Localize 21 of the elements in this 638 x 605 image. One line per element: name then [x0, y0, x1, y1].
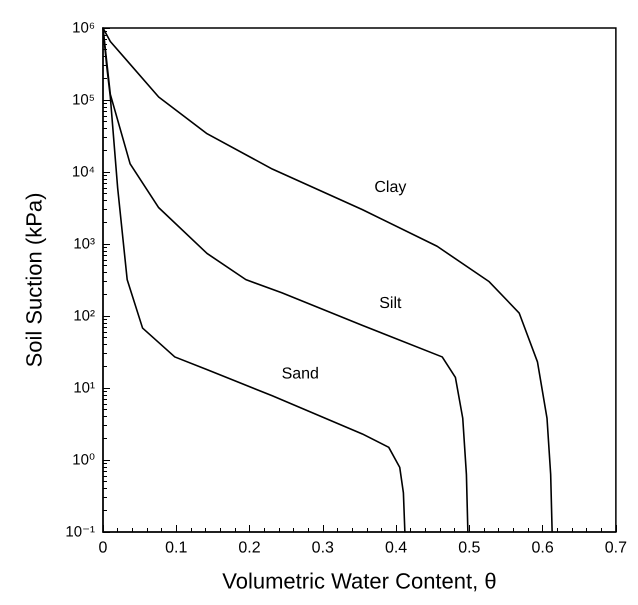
- x-tick-label: 0.4: [384, 540, 408, 556]
- x-tick-label: 0.1: [165, 540, 188, 556]
- x-tick-label: 0.2: [238, 540, 261, 556]
- y-tick-label: 10⁻¹: [65, 524, 95, 540]
- y-tick-label: 10⁵: [72, 92, 95, 108]
- y-tick-label: 10³: [73, 236, 95, 252]
- x-tick-label: 0: [98, 540, 108, 556]
- x-tick-label: 0.7: [604, 540, 628, 556]
- y-tick-label: 10⁶: [72, 20, 95, 36]
- series-label: Clay: [374, 179, 406, 196]
- series-label: Silt: [379, 294, 402, 312]
- y-tick-label: 10²: [73, 308, 95, 324]
- y-axis-title: Soil Suction (kPa): [22, 192, 46, 368]
- x-tick-label: 0.3: [312, 540, 334, 556]
- x-tick-label: 0.5: [458, 540, 481, 556]
- y-tick-label: 10⁴: [72, 164, 95, 180]
- y-tick-label: 10⁰: [72, 452, 95, 468]
- x-tick-label: 0.6: [531, 540, 554, 556]
- series-label: Sand: [282, 365, 319, 382]
- y-tick-label: 10¹: [73, 380, 95, 396]
- x-axis-title: Volumetric Water Content, θ: [222, 568, 497, 594]
